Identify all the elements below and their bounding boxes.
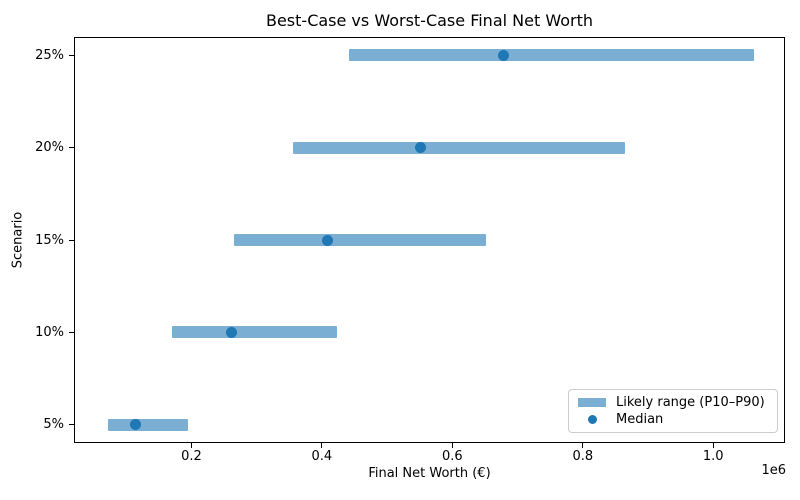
y-tick-mark	[69, 424, 74, 426]
x-tick-label: 1.0	[702, 449, 724, 464]
legend-label-median: Median	[616, 412, 664, 427]
legend-key	[577, 398, 607, 407]
x-tick-mark	[321, 443, 323, 448]
median-dot	[225, 326, 237, 338]
y-tick-mark	[69, 331, 74, 333]
legend: Likely range (P10–P90) Median	[568, 389, 778, 433]
range-bar	[292, 141, 625, 154]
median-dot	[414, 142, 426, 154]
y-tick-mark	[69, 239, 74, 241]
median-dot	[129, 419, 141, 431]
x-axis-label: Final Net Worth (€)	[368, 466, 491, 481]
range-bar	[107, 418, 189, 431]
legend-label-range: Likely range (P10–P90)	[616, 395, 765, 410]
x-tick-mark	[582, 443, 584, 448]
y-tick-label: 25%	[35, 47, 64, 63]
y-tick-label: 15%	[35, 232, 64, 248]
chart-title: Best-Case vs Worst-Case Final Net Worth	[265, 11, 593, 30]
y-tick-label: 10%	[35, 324, 64, 340]
x-tick-label: 0.6	[441, 449, 463, 464]
x-tick-label: 0.8	[572, 449, 594, 464]
range-bar	[171, 326, 337, 339]
x-tick-mark	[190, 443, 192, 448]
range-bar-swatch-icon	[578, 398, 606, 407]
y-tick-mark	[69, 147, 74, 149]
y-tick-label: 20%	[35, 140, 64, 156]
range-bar	[348, 49, 754, 62]
legend-key	[577, 415, 607, 424]
median-dot-swatch-icon	[587, 415, 597, 424]
legend-item-range: Likely range (P10–P90)	[577, 394, 769, 411]
legend-item-median: Median	[577, 411, 769, 428]
median-dot	[321, 234, 333, 246]
x-tick-label: 0.2	[181, 449, 202, 464]
y-tick-label: 5%	[43, 417, 64, 433]
median-dot	[497, 49, 509, 61]
y-tick-mark	[69, 54, 74, 56]
range-bar	[233, 234, 487, 246]
x-tick-mark	[451, 443, 453, 448]
x-axis-offset-label: 1e6	[761, 463, 786, 478]
x-tick-label: 0.4	[311, 449, 333, 464]
x-tick-mark	[712, 443, 714, 448]
